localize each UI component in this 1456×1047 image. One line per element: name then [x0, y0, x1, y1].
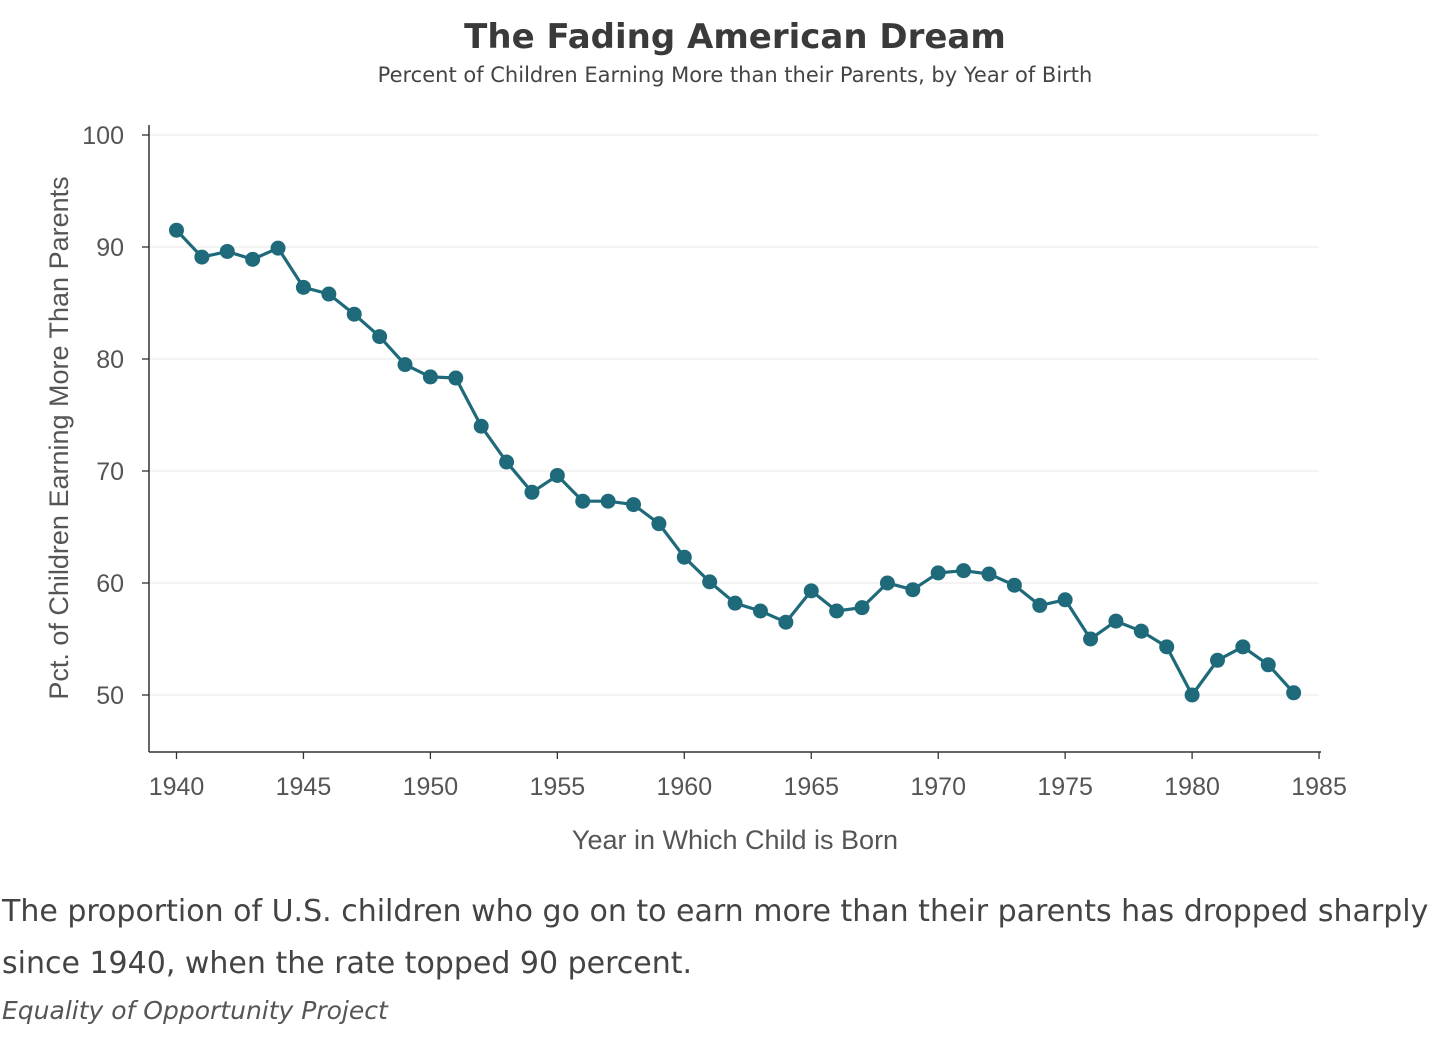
data-point: [499, 454, 515, 470]
data-point: [1260, 657, 1276, 673]
x-tick-label: 1960: [656, 773, 712, 801]
data-point: [702, 574, 718, 590]
data-point: [422, 369, 438, 385]
data-point: [295, 279, 311, 295]
data-point: [752, 603, 768, 619]
data-point: [1235, 639, 1251, 655]
data-point: [600, 493, 616, 509]
data-point: [549, 467, 565, 483]
chart-title: The Fading American Dream: [464, 17, 1006, 57]
data-point: [321, 286, 337, 302]
data-point: [473, 418, 489, 434]
data-point: [1108, 613, 1124, 629]
data-point: [524, 484, 540, 500]
x-tick-label: 1940: [149, 773, 205, 801]
x-tick-label: 1950: [403, 773, 459, 801]
data-point: [930, 565, 946, 581]
y-tick-label: 100: [82, 122, 124, 150]
chart-subtitle: Percent of Children Earning More than th…: [378, 63, 1093, 87]
data-point: [219, 243, 235, 259]
data-point: [1184, 687, 1200, 703]
data-point: [626, 497, 642, 513]
data-point: [727, 595, 743, 611]
figure-caption: The proportion of U.S. children who go o…: [2, 894, 1429, 981]
data-point: [397, 357, 413, 373]
data-point: [169, 222, 184, 238]
y-axis-title: Pct. of Children Earning More Than Paren…: [44, 176, 74, 699]
series-line: [175, 229, 1295, 697]
data-point: [194, 249, 210, 265]
y-tick-label: 80: [96, 346, 124, 374]
x-tick-label: 1980: [1164, 773, 1220, 801]
data-point: [803, 583, 819, 599]
data-point: [981, 566, 997, 582]
x-tick-label: 1955: [530, 773, 586, 801]
data-series: [169, 222, 1302, 703]
data-point: [270, 240, 286, 256]
x-tick-label: 1970: [910, 773, 966, 801]
source-credit: Equality of Opportunity Project: [2, 996, 388, 1025]
data-point: [1159, 639, 1175, 655]
data-point: [676, 549, 692, 565]
x-tick-label: 1985: [1291, 773, 1347, 801]
chart: The Fading American Dream Percent of Chi…: [44, 17, 1347, 855]
data-point: [905, 582, 921, 598]
x-axis-title: Year in Which Child is Born: [572, 825, 898, 855]
y-tick-label: 60: [96, 570, 124, 598]
data-point: [854, 600, 870, 616]
y-tick-label: 90: [96, 234, 124, 262]
x-axis-ticks: 1940 1945 1950 1955 1960 1965 1970 1975 1980 1985: [149, 752, 1347, 801]
data-point: [1209, 652, 1225, 668]
data-point: [1133, 623, 1149, 639]
data-point: [1083, 631, 1099, 647]
data-point: [245, 251, 261, 267]
data-point: [346, 306, 362, 322]
data-point: [879, 575, 895, 591]
data-point: [829, 603, 845, 619]
y-tick-label: 70: [96, 458, 124, 486]
data-point: [575, 493, 591, 509]
data-point: [448, 370, 464, 386]
axes: [148, 125, 1321, 753]
data-point: [372, 329, 388, 345]
y-axis-ticks: 50 60 70 80 90 100: [82, 122, 149, 710]
x-tick-label: 1975: [1037, 773, 1093, 801]
y-tick-label: 50: [96, 682, 124, 710]
x-tick-label: 1945: [276, 773, 332, 801]
data-point: [956, 563, 972, 579]
data-point: [1057, 592, 1073, 608]
data-point: [1286, 685, 1302, 701]
gridlines: [149, 134, 1319, 696]
data-point: [651, 516, 667, 532]
data-point: [1006, 577, 1022, 593]
data-point: [778, 614, 794, 630]
data-point: [1032, 597, 1048, 613]
x-tick-label: 1965: [783, 773, 839, 801]
